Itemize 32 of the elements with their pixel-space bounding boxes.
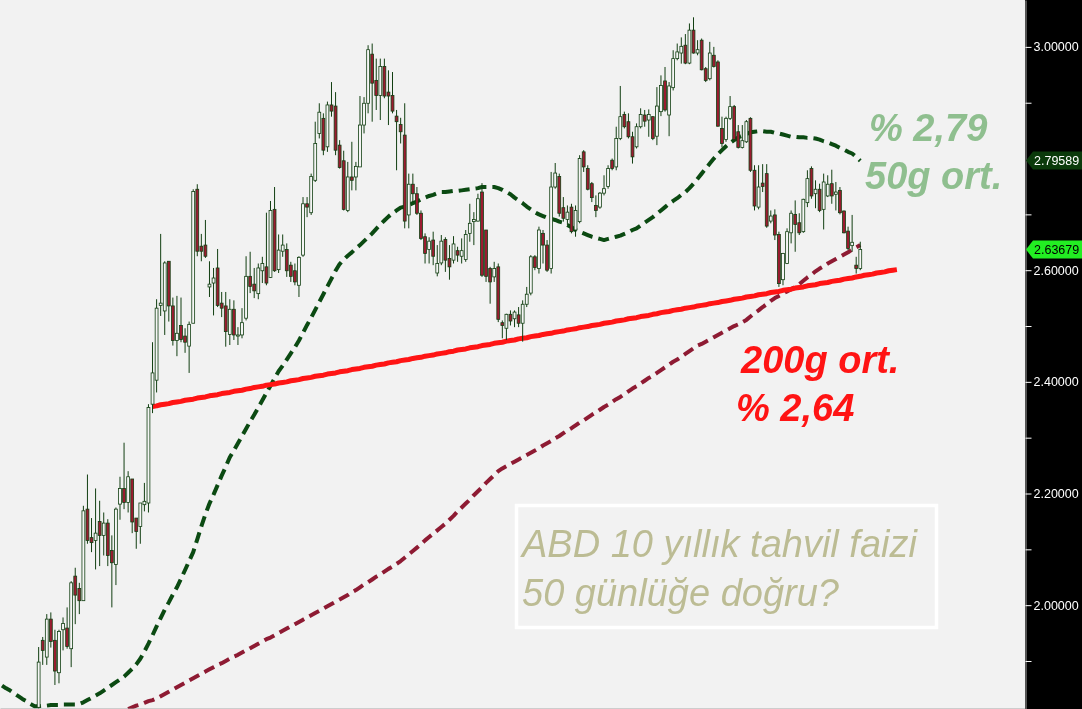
candlestick	[203, 219, 208, 259]
annotation: 200g ort.	[740, 339, 900, 381]
candlestick	[122, 442, 126, 510]
candlestick	[834, 181, 838, 211]
candlestick	[264, 212, 269, 286]
candlestick	[858, 241, 863, 271]
candlestick	[427, 236, 431, 264]
candlestick	[93, 487, 98, 570]
candlestick	[793, 199, 798, 253]
annotation: 50g ort.	[865, 155, 1003, 197]
text: 2.63679	[1034, 242, 1080, 257]
candlestick	[504, 313, 509, 341]
text: 2.79589	[1034, 153, 1080, 168]
candlestick	[101, 511, 106, 556]
candlestick	[386, 69, 391, 126]
annotation: % 2,64	[736, 387, 855, 429]
candlestick	[175, 295, 179, 357]
y-tick-label: 2.00000	[1033, 598, 1079, 613]
annotation: 50 günlüğe doğru?	[522, 572, 840, 614]
candlestick	[97, 500, 102, 567]
annotation: % 2,79	[869, 107, 988, 149]
candlestick	[138, 502, 143, 545]
y-tick-label: 2.40000	[1033, 375, 1079, 390]
y-tick-label: 3.00000	[1033, 40, 1079, 55]
annotation: ABD 10 yıllık tahvil faizi	[520, 523, 919, 565]
candlestick	[683, 33, 688, 65]
candlestick	[284, 242, 289, 278]
candlestick	[443, 236, 448, 273]
candlestick	[679, 36, 684, 65]
y-tick-label: 2.60000	[1033, 263, 1079, 278]
candlestick	[850, 214, 854, 253]
y-tick-label: 2.20000	[1033, 487, 1079, 502]
